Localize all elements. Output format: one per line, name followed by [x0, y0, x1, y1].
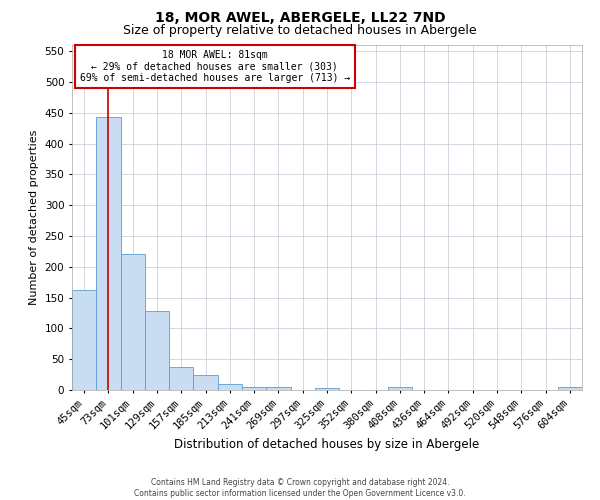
Text: 18, MOR AWEL, ABERGELE, LL22 7ND: 18, MOR AWEL, ABERGELE, LL22 7ND — [155, 11, 445, 25]
X-axis label: Distribution of detached houses by size in Abergele: Distribution of detached houses by size … — [175, 438, 479, 451]
Bar — [96, 117, 121, 390]
Bar — [558, 387, 582, 390]
Bar — [193, 375, 218, 390]
Bar — [315, 388, 339, 390]
Bar — [242, 387, 266, 390]
Bar — [145, 310, 169, 390]
Text: Contains HM Land Registry data © Crown copyright and database right 2024.
Contai: Contains HM Land Registry data © Crown c… — [134, 478, 466, 498]
Bar — [72, 290, 96, 390]
Bar — [388, 387, 412, 390]
Y-axis label: Number of detached properties: Number of detached properties — [29, 130, 39, 305]
Bar — [218, 384, 242, 390]
Text: Size of property relative to detached houses in Abergele: Size of property relative to detached ho… — [123, 24, 477, 37]
Bar — [169, 367, 193, 390]
Bar — [266, 387, 290, 390]
Text: 18 MOR AWEL: 81sqm
← 29% of detached houses are smaller (303)
69% of semi-detach: 18 MOR AWEL: 81sqm ← 29% of detached hou… — [80, 50, 350, 84]
Bar — [121, 254, 145, 390]
